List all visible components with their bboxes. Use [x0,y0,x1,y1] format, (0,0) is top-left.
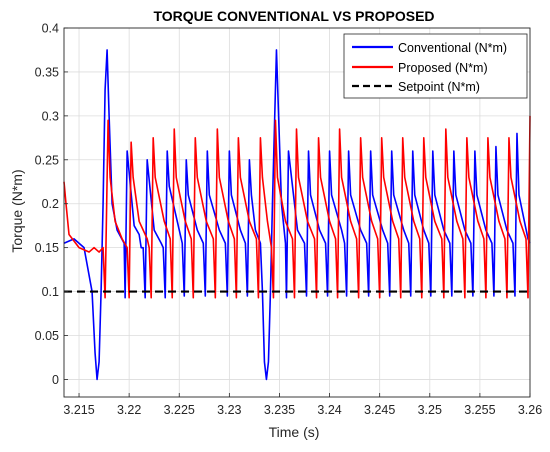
y-tick-label: 0.05 [35,329,59,343]
y-tick-label: 0.4 [42,22,59,36]
plot-area-border [63,27,531,398]
x-tick-label: 3.25 [418,403,442,417]
chart-title: TORQUE CONVENTIONAL VS PROPOSED [153,8,434,24]
axes [63,27,531,398]
x-tick-label: 3.24 [317,403,341,417]
x-tick-label: 3.22 [117,403,141,417]
x-tick-label: 3.225 [164,403,195,417]
x-tick-label: 3.235 [264,403,295,417]
x-tick-label: 3.215 [63,403,94,417]
legend-label-setpoint: Setpoint (N*m) [398,80,480,94]
y-tick-label: 0.2 [42,197,59,211]
legend-label-conventional: Conventional (N*m) [398,41,507,55]
ticks: 3.215 3.22 3.225 3.23 3.235 3.24 3.245 3.25 3.25… [35,22,543,418]
y-tick-label: 0.15 [35,241,59,255]
y-tick-label: 0.25 [35,153,59,167]
y-axis-label: Torque (N*m) [9,169,25,252]
x-tick-label: 3.23 [217,403,241,417]
x-tick-label: 3.26 [518,403,542,417]
series-layer [63,49,531,381]
legend-label-proposed: Proposed (N*m) [398,61,488,75]
series-line-proposed [63,115,531,299]
x-tick-label: 3.255 [464,403,495,417]
legend: Conventional (N*m) Proposed (N*m) Setpoi… [343,33,528,99]
y-tick-label: 0.1 [42,285,59,299]
y-tick-label: 0 [52,373,59,387]
x-axis-label: Time (s) [269,424,320,440]
y-tick-label: 0.35 [35,65,59,79]
series-line-conventional [63,49,531,381]
y-tick-label: 0.3 [42,109,59,123]
x-tick-label: 3.245 [364,403,395,417]
